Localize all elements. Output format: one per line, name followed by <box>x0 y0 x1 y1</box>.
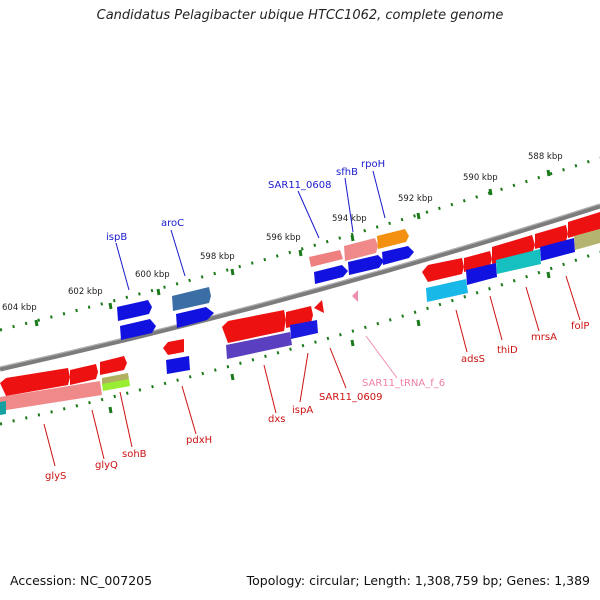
gene-label-sohB[interactable]: sohB <box>122 449 147 460</box>
gene-aroC-feature[interactable] <box>172 287 211 311</box>
gene-label-dxs[interactable]: dxs <box>268 414 285 425</box>
gene-rpoH-feature-2[interactable] <box>382 246 414 265</box>
gene-rpoH-feature[interactable] <box>377 229 409 249</box>
gene-sohB-feature-3[interactable] <box>102 379 130 391</box>
accession-text: Accession: NC_007205 <box>10 573 153 588</box>
gene-sfhB-feature-2[interactable] <box>348 255 384 275</box>
gene-folP-feature[interactable] <box>535 225 568 249</box>
gene-aroC-feature-2[interactable] <box>176 307 214 328</box>
gene-ispB-feature[interactable] <box>117 300 152 321</box>
genome-summary-text: Topology: circular; Length: 1,308,759 bp… <box>246 573 590 588</box>
gene-dxs-feature-2[interactable] <box>226 332 292 359</box>
gene-ispA-feature-2[interactable] <box>290 320 318 339</box>
gene-folP-feature-4[interactable] <box>574 229 600 250</box>
map-title: Candidatus Pelagibacter ubique HTCC1062,… <box>96 8 504 23</box>
scale-label-590: 590 kbp <box>463 173 498 183</box>
gene-glyS-feature-3[interactable] <box>0 401 6 415</box>
scale-labels: 604 kbp 602 kbp 600 kbp 598 kbp 596 kbp … <box>2 152 563 313</box>
gene-label-rpoH[interactable]: rpoH <box>361 159 385 170</box>
gene-mrsA-feature[interactable] <box>492 235 535 264</box>
scale-label-600: 600 kbp <box>135 270 170 280</box>
gene-label-thiD[interactable]: thiD <box>497 345 518 356</box>
scale-label-588: 588 kbp <box>528 152 563 162</box>
gene-thiD-feature-2[interactable] <box>466 263 497 285</box>
gene-label-adsS[interactable]: adsS <box>461 354 485 365</box>
gene-label-mrsA[interactable]: mrsA <box>531 332 557 343</box>
scale-label-594: 594 kbp <box>332 214 367 224</box>
gene-label-SAR11_0608[interactable]: SAR11_0608 <box>268 180 332 191</box>
gene-folP-feature-2[interactable] <box>568 212 600 238</box>
gene-SAR11_0608-feature[interactable] <box>309 250 343 267</box>
gene-glyQ-feature[interactable] <box>70 364 98 385</box>
gene-label-sfhB[interactable]: sfhB <box>336 167 358 178</box>
outer-major-ticks <box>34 169 551 327</box>
gene-glyS-feature-2[interactable] <box>0 381 102 411</box>
gene-adsS-feature[interactable] <box>422 258 464 282</box>
gene-label-glyS[interactable]: glyS <box>45 471 66 482</box>
inner-tick-ring <box>0 250 600 426</box>
gene-mrsA-feature-2[interactable] <box>496 249 541 274</box>
gene-SAR11_0608-feature-2[interactable] <box>314 265 348 284</box>
gene-label-ispA[interactable]: ispA <box>292 405 313 416</box>
forward-gene-labels: ispB aroC SAR11_0608 sfhB rpoH <box>106 159 385 243</box>
gene-ispB-feature-2[interactable] <box>120 319 156 340</box>
scale-label-602: 602 kbp <box>68 287 103 297</box>
gene-glyS-feature[interactable] <box>0 368 70 396</box>
gene-label-aroC[interactable]: aroC <box>161 218 184 229</box>
gene-SAR11_tRNA_f_6-feature[interactable] <box>352 290 358 302</box>
gene-label-SAR11_0609[interactable]: SAR11_0609 <box>319 392 383 403</box>
gene-adsS-feature-2[interactable] <box>426 279 468 302</box>
gene-SAR11_0609-feature[interactable] <box>314 300 324 313</box>
reverse-strand-features <box>0 212 600 415</box>
gene-dxs-feature[interactable] <box>222 310 286 343</box>
scale-label-598: 598 kbp <box>200 252 235 262</box>
gene-sohB-feature[interactable] <box>100 356 127 375</box>
gene-label-glyQ[interactable]: glyQ <box>95 460 118 471</box>
gene-folP-feature-3[interactable] <box>540 238 575 261</box>
scale-label-604: 604 kbp <box>2 303 37 313</box>
forward-leader-lines <box>115 170 386 291</box>
inner-major-ticks <box>108 271 551 414</box>
forward-strand-features <box>117 229 414 340</box>
gene-label-SAR11_tRNA_f_6[interactable]: SAR11_tRNA_f_6 <box>362 378 445 389</box>
gene-label-pdxH[interactable]: pdxH <box>186 435 212 446</box>
trna-leader-line <box>365 335 398 379</box>
genome-backbone <box>0 203 600 372</box>
reverse-gene-labels: glyS glyQ sohB pdxH dxs ispA SAR11_0609 … <box>45 321 589 482</box>
scale-label-596: 596 kbp <box>266 233 301 243</box>
gene-label-folP[interactable]: folP <box>571 321 589 332</box>
gene-sohB-feature-2[interactable] <box>102 373 129 385</box>
gene-label-ispB[interactable]: ispB <box>106 232 127 243</box>
scale-label-592: 592 kbp <box>398 194 433 204</box>
gene-sfhB-feature[interactable] <box>344 238 378 261</box>
gene-pdxH-feature[interactable] <box>163 339 184 355</box>
reverse-leader-lines <box>43 275 581 467</box>
gene-pdxH-feature-2[interactable] <box>166 356 190 374</box>
genome-backbone-highlight <box>0 203 600 368</box>
